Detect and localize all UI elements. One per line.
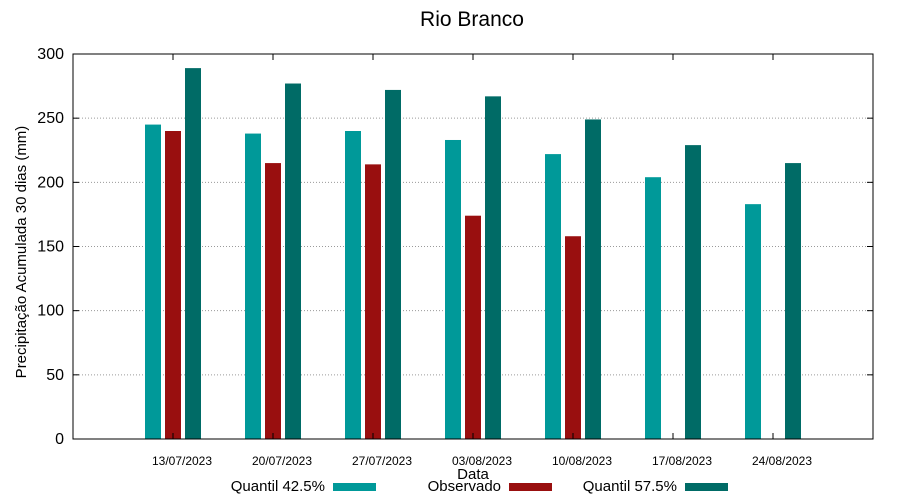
bar-quantil-42-5 [545,154,561,439]
bar-quantil-42-5 [745,204,761,439]
y-axis-ticks: 0 50 100 150 200 250 300 [37,46,873,448]
bar-quantil-57-5 [685,145,701,439]
y-tick-label: 150 [37,239,64,256]
y-tick-label: 50 [46,367,64,384]
y-tick-label: 100 [37,303,64,320]
bars [145,68,801,440]
legend-swatch [509,483,552,491]
legend-swatch [685,483,728,491]
x-tick-label: 24/08/2023 [752,454,812,468]
y-tick-label: 250 [37,110,64,127]
bar-observado [465,215,481,439]
legend-label: Observado [428,478,501,495]
legend-label: Quantil 42.5% [231,478,325,495]
bar-quantil-42-5 [645,177,661,439]
bar-quantil-42-5 [245,133,261,440]
legend-label: Quantil 57.5% [583,478,677,495]
bar-quantil-42-5 [145,124,161,439]
bar-observado [565,236,581,439]
bar-quantil-42-5 [445,139,461,439]
legend: Quantil 42.5% Observado Quantil 57.5% [231,478,728,495]
bar-quantil-57-5 [785,163,801,440]
bar-observado [365,164,381,439]
chart-title: Rio Branco [420,8,524,31]
bar-quantil-57-5 [585,119,601,439]
y-tick-label: 300 [37,46,64,63]
legend-swatch [333,483,376,491]
bar-quantil-42-5 [345,131,361,439]
x-tick-label: 20/07/2023 [252,454,312,468]
y-axis-label: Precipitação Acumulada 30 dias (mm) [13,126,30,379]
x-tick-label: 17/08/2023 [652,454,712,468]
x-axis-ticks: 13/07/2023 20/07/2023 27/07/2023 03/08/2023… [152,54,812,468]
bar-quantil-57-5 [385,89,401,439]
bar-quantil-57-5 [185,68,201,439]
x-tick-label: 03/08/2023 [452,454,512,468]
x-axis-label: Data [457,466,489,483]
bar-observado [165,131,181,439]
y-tick-label: 0 [55,431,64,448]
x-tick-label: 27/07/2023 [352,454,412,468]
bar-quantil-57-5 [485,96,501,439]
x-tick-label: 13/07/2023 [152,454,212,468]
y-tick-label: 200 [37,174,64,191]
bar-quantil-57-5 [285,83,301,440]
x-tick-label: 10/08/2023 [552,454,612,468]
bar-observado [265,163,281,440]
